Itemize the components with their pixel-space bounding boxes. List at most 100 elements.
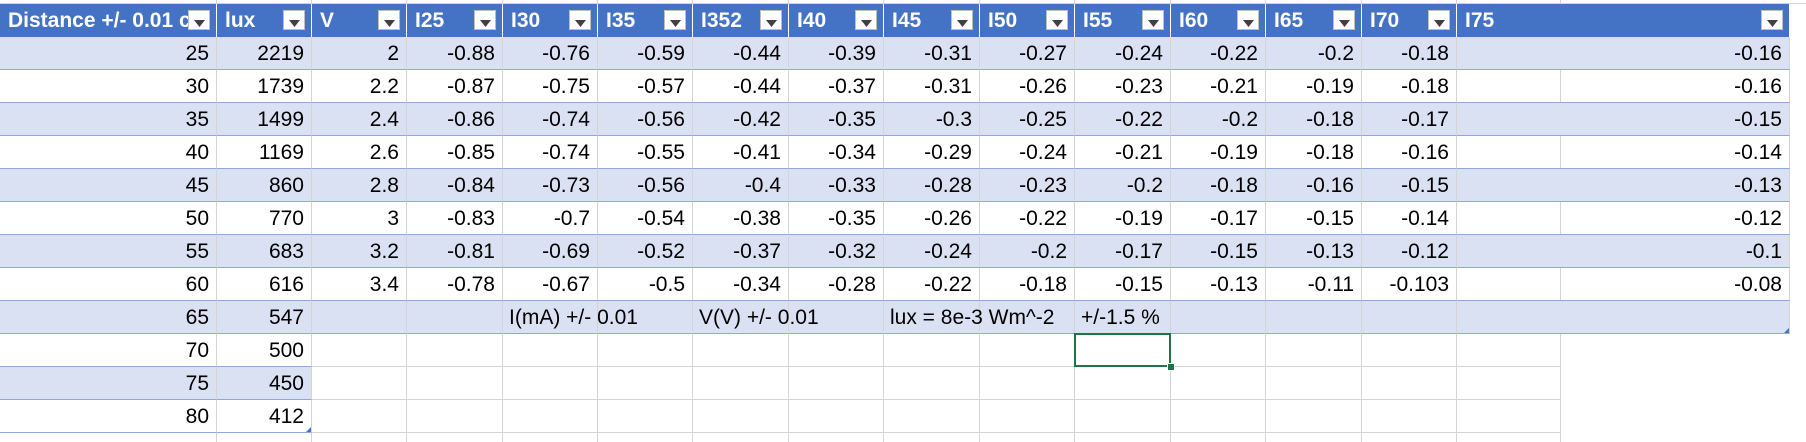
table-cell[interactable]	[503, 367, 598, 400]
table-resize-handle[interactable]	[306, 427, 311, 432]
filter-dropdown-button[interactable]	[855, 10, 877, 30]
table-cell[interactable]: -0.39	[789, 37, 884, 70]
column-header-i352[interactable]: I352	[693, 4, 789, 37]
column-header-v[interactable]: V	[312, 4, 407, 37]
table-cell[interactable]: 70	[0, 334, 217, 367]
table-cell[interactable]	[598, 301, 693, 334]
table-cell[interactable]	[789, 400, 884, 433]
table-cell[interactable]: -0.27	[980, 37, 1075, 70]
table-cell[interactable]	[312, 400, 407, 433]
column-header-i70[interactable]: I70	[1362, 4, 1457, 37]
column-header-i25[interactable]: I25	[407, 4, 503, 37]
table-cell[interactable]: -0.42	[693, 103, 789, 136]
table-cell[interactable]	[884, 301, 980, 334]
table-cell[interactable]: -0.28	[789, 268, 884, 301]
table-cell[interactable]: -0.32	[789, 235, 884, 268]
table-cell[interactable]: 60	[0, 268, 217, 301]
table-cell[interactable]: -0.11	[1266, 268, 1362, 301]
table-cell[interactable]: -0.15	[1171, 235, 1266, 268]
table-cell[interactable]: -0.15	[1362, 169, 1457, 202]
table-cell[interactable]	[1075, 301, 1171, 334]
table-cell[interactable]: -0.78	[407, 268, 503, 301]
table-cell[interactable]: 860	[217, 169, 312, 202]
table-cell[interactable]: -0.16	[1457, 37, 1790, 70]
table-cell[interactable]: 35	[0, 103, 217, 136]
table-cell[interactable]: -0.22	[980, 202, 1075, 235]
table-cell[interactable]: -0.31	[884, 70, 980, 103]
table-cell[interactable]: 1739	[217, 70, 312, 103]
table-cell[interactable]: -0.19	[1171, 136, 1266, 169]
table-cell[interactable]	[1457, 301, 1790, 334]
filter-dropdown-button[interactable]	[1428, 10, 1450, 30]
table-cell[interactable]: 3.4	[312, 268, 407, 301]
table-cell[interactable]: 450	[217, 367, 312, 400]
table-cell[interactable]	[980, 301, 1075, 334]
active-cell-selection[interactable]	[1074, 333, 1171, 367]
table-cell[interactable]: -0.26	[884, 202, 980, 235]
table-cell[interactable]: -0.75	[503, 70, 598, 103]
table-cell[interactable]: 55	[0, 235, 217, 268]
table-cell[interactable]: -0.34	[789, 136, 884, 169]
table-cell[interactable]	[407, 400, 503, 433]
table-cell[interactable]: 1499	[217, 103, 312, 136]
table-cell[interactable]: -0.26	[980, 70, 1075, 103]
column-header-distance-0-01-cm[interactable]: Distance +/- 0.01 cm	[0, 4, 217, 37]
table-cell[interactable]	[598, 334, 693, 367]
table-cell[interactable]	[1075, 400, 1171, 433]
table-cell[interactable]: -0.41	[693, 136, 789, 169]
filter-dropdown-button[interactable]	[1046, 10, 1068, 30]
table-cell[interactable]: -0.08	[1457, 268, 1790, 301]
column-header-i55[interactable]: I55	[1075, 4, 1171, 37]
table-cell[interactable]: -0.34	[693, 268, 789, 301]
table-cell[interactable]: 50	[0, 202, 217, 235]
table-cell[interactable]: -0.35	[789, 202, 884, 235]
column-header-i50[interactable]: I50	[980, 4, 1075, 37]
table-cell[interactable]: -0.37	[693, 235, 789, 268]
table-cell[interactable]: -0.17	[1075, 235, 1171, 268]
table-cell[interactable]	[789, 301, 884, 334]
filter-dropdown-button[interactable]	[1142, 10, 1164, 30]
table-cell[interactable]	[884, 334, 980, 367]
table-cell[interactable]: -0.86	[407, 103, 503, 136]
table-cell[interactable]: -0.44	[693, 37, 789, 70]
table-cell[interactable]: 3	[312, 202, 407, 235]
table-cell[interactable]	[407, 301, 503, 334]
table-cell[interactable]: -0.18	[1171, 169, 1266, 202]
table-cell[interactable]: 2.8	[312, 169, 407, 202]
table-cell[interactable]: 770	[217, 202, 312, 235]
table-cell[interactable]: 616	[217, 268, 312, 301]
table-cell[interactable]	[1457, 367, 1561, 400]
column-header-i65[interactable]: I65	[1266, 4, 1362, 37]
table-cell[interactable]: 2.2	[312, 70, 407, 103]
table-cell[interactable]: -0.88	[407, 37, 503, 70]
table-cell[interactable]	[503, 334, 598, 367]
table-cell[interactable]: -0.18	[980, 268, 1075, 301]
table-cell[interactable]: -0.3	[884, 103, 980, 136]
table-cell[interactable]: -0.38	[693, 202, 789, 235]
table-cell[interactable]: -0.37	[789, 70, 884, 103]
table-cell[interactable]	[407, 334, 503, 367]
table-cell[interactable]	[693, 301, 789, 334]
table-cell[interactable]	[1266, 301, 1362, 334]
table-cell[interactable]: -0.23	[980, 169, 1075, 202]
column-header-i75[interactable]: I75	[1457, 4, 1790, 37]
table-cell[interactable]	[1171, 367, 1266, 400]
table-cell[interactable]: -0.15	[1266, 202, 1362, 235]
table-cell[interactable]: -0.35	[789, 103, 884, 136]
table-cell[interactable]	[693, 334, 789, 367]
table-cell[interactable]	[693, 367, 789, 400]
table-cell[interactable]	[1266, 367, 1362, 400]
table-cell[interactable]: -0.1	[1457, 235, 1790, 268]
table-cell[interactable]	[312, 367, 407, 400]
table-cell[interactable]: -0.2	[1266, 37, 1362, 70]
table-cell[interactable]	[1457, 400, 1561, 433]
table-cell[interactable]: -0.59	[598, 37, 693, 70]
table-cell[interactable]: -0.54	[598, 202, 693, 235]
table-cell[interactable]: -0.15	[1457, 103, 1790, 136]
table-cell[interactable]: 412	[217, 400, 312, 433]
table-cell[interactable]	[884, 400, 980, 433]
table-cell[interactable]: 45	[0, 169, 217, 202]
table-cell[interactable]: -0.2	[1171, 103, 1266, 136]
table-cell[interactable]	[312, 334, 407, 367]
table-cell[interactable]: -0.2	[1075, 169, 1171, 202]
